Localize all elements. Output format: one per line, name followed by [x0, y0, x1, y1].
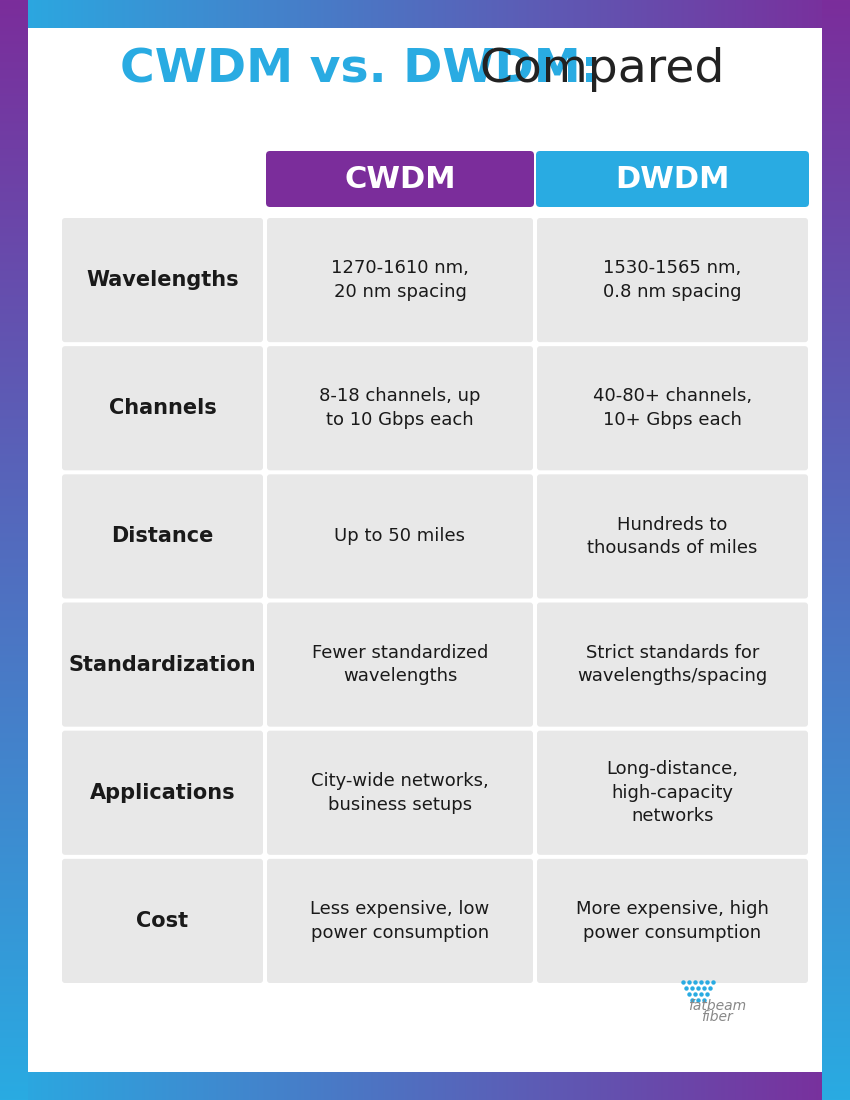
Text: Long-distance,
high-capacity
networks: Long-distance, high-capacity networks: [607, 760, 739, 825]
FancyBboxPatch shape: [537, 346, 808, 471]
FancyBboxPatch shape: [537, 730, 808, 855]
FancyBboxPatch shape: [537, 859, 808, 983]
FancyBboxPatch shape: [537, 603, 808, 727]
FancyBboxPatch shape: [537, 218, 808, 342]
Text: Strict standards for
wavelengths/spacing: Strict standards for wavelengths/spacing: [577, 644, 768, 685]
Text: 8-18 channels, up
to 10 Gbps each: 8-18 channels, up to 10 Gbps each: [320, 387, 481, 429]
FancyBboxPatch shape: [267, 474, 533, 598]
FancyBboxPatch shape: [62, 603, 263, 727]
FancyBboxPatch shape: [267, 218, 533, 342]
Text: Channels: Channels: [109, 398, 217, 418]
Text: Compared: Compared: [465, 47, 724, 92]
Text: Wavelengths: Wavelengths: [86, 271, 239, 290]
Text: City-wide networks,
business setups: City-wide networks, business setups: [311, 772, 489, 814]
Text: Less expensive, low
power consumption: Less expensive, low power consumption: [310, 900, 490, 942]
FancyBboxPatch shape: [266, 151, 534, 207]
Text: Applications: Applications: [90, 783, 235, 803]
Text: Hundreds to
thousands of miles: Hundreds to thousands of miles: [587, 516, 757, 558]
FancyBboxPatch shape: [537, 474, 808, 598]
FancyBboxPatch shape: [62, 218, 263, 342]
FancyBboxPatch shape: [267, 730, 533, 855]
Text: Cost: Cost: [137, 911, 189, 931]
FancyBboxPatch shape: [62, 346, 263, 471]
Text: More expensive, high
power consumption: More expensive, high power consumption: [576, 900, 769, 942]
Text: fatbeam: fatbeam: [688, 999, 746, 1013]
Text: Distance: Distance: [111, 527, 213, 547]
Text: CWDM: CWDM: [344, 165, 456, 194]
Text: 1530-1565 nm,
0.8 nm spacing: 1530-1565 nm, 0.8 nm spacing: [604, 260, 742, 301]
FancyBboxPatch shape: [62, 730, 263, 855]
Text: 40-80+ channels,
10+ Gbps each: 40-80+ channels, 10+ Gbps each: [593, 387, 752, 429]
FancyBboxPatch shape: [267, 603, 533, 727]
FancyBboxPatch shape: [267, 859, 533, 983]
FancyBboxPatch shape: [62, 859, 263, 983]
FancyBboxPatch shape: [267, 346, 533, 471]
Text: fiber: fiber: [701, 1010, 733, 1024]
FancyBboxPatch shape: [536, 151, 809, 207]
Text: DWDM: DWDM: [615, 165, 730, 194]
Text: CWDM vs. DWDM:: CWDM vs. DWDM:: [120, 47, 599, 92]
Text: Fewer standardized
wavelengths: Fewer standardized wavelengths: [312, 644, 488, 685]
Text: Up to 50 miles: Up to 50 miles: [335, 527, 466, 546]
FancyBboxPatch shape: [62, 474, 263, 598]
Text: Standardization: Standardization: [69, 654, 257, 674]
Text: 1270-1610 nm,
20 nm spacing: 1270-1610 nm, 20 nm spacing: [331, 260, 469, 301]
